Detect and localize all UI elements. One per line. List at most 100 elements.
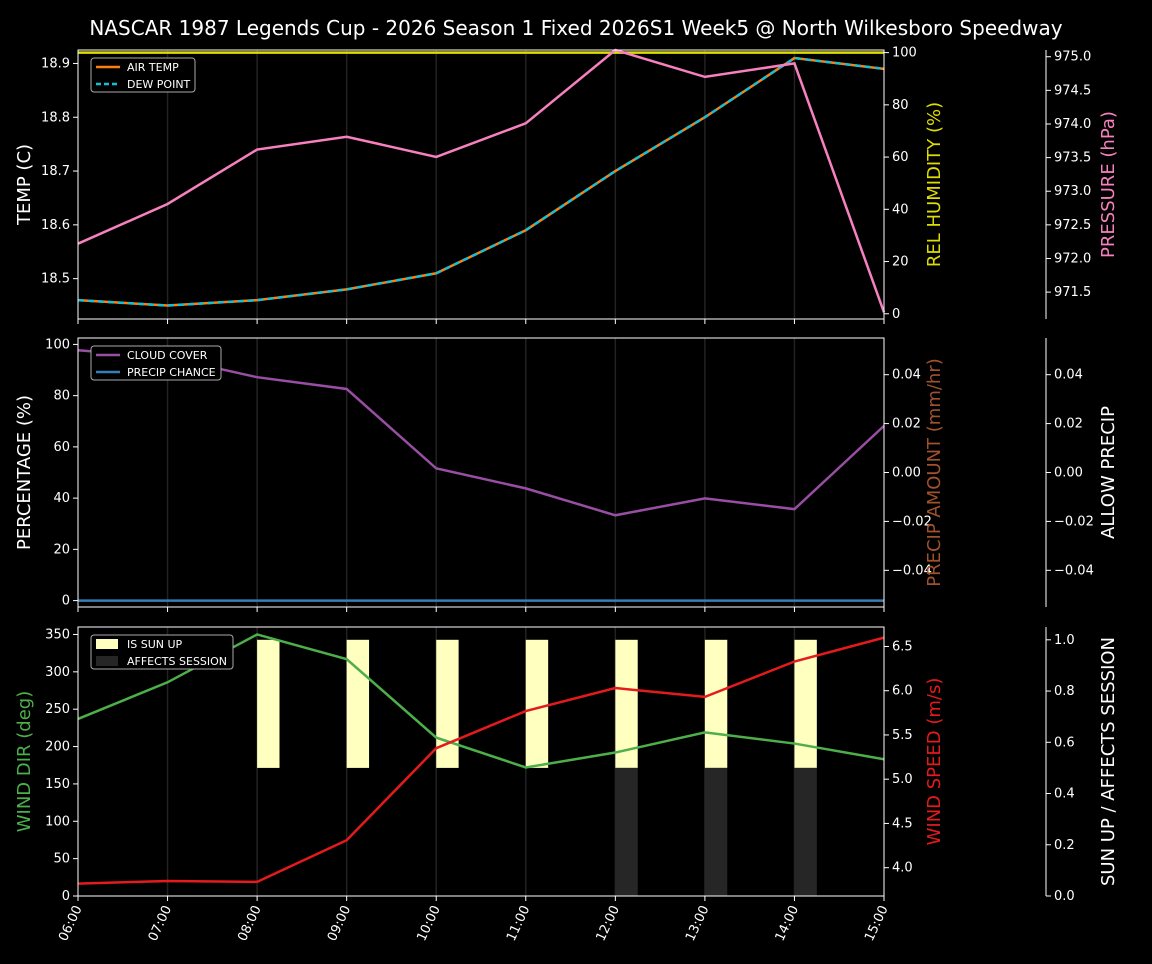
- sun-up-bar: [794, 639, 817, 768]
- tick-label: 1.0: [1054, 633, 1075, 648]
- tick-label: 60: [892, 150, 909, 165]
- tick-label: 0: [892, 307, 900, 322]
- sun-up-bar: [346, 639, 370, 768]
- tick-label: 150: [45, 777, 70, 792]
- tick-label: 972.5: [1054, 218, 1091, 233]
- tick-label: 20: [53, 542, 70, 557]
- series-line-dew-point: [77, 56, 885, 307]
- tick-label: 6.5: [892, 639, 913, 654]
- tick-label: 250: [45, 702, 70, 717]
- y-axis-label: PERCENTAGE (%): [14, 395, 35, 550]
- y-axis-label-right2: ALLOW PRECIP: [1098, 406, 1119, 539]
- tick-label: 4.0: [892, 861, 913, 876]
- plot-frame: [77, 626, 885, 897]
- legend-swatch: [96, 656, 118, 666]
- tick-label: −0.04: [892, 563, 932, 578]
- tick-label: 350: [45, 627, 70, 642]
- tick-label: 0: [62, 594, 70, 609]
- chart-title: NASCAR 1987 Legends Cup - 2026 Season 1 …: [89, 16, 1062, 40]
- tick-label: 6.0: [892, 684, 913, 699]
- tick-label: 0.00: [1054, 466, 1083, 481]
- series-line-right: [77, 636, 885, 885]
- x-tick-label: 11:00: [504, 903, 533, 943]
- x-tick-label: 06:00: [56, 903, 85, 943]
- legend-box: [90, 634, 234, 670]
- legend-box: [90, 345, 222, 381]
- panel-3: 0 50 100 150 200 250 300 350 4.0 4.5 5.0 5.5 6.0 6.5 0…: [14, 626, 1119, 944]
- tick-label: 0.0: [1054, 889, 1075, 904]
- legend-swatch: [96, 639, 118, 649]
- legend-label: PRECIP CHANCE: [127, 366, 216, 379]
- tick-label: 200: [45, 740, 70, 755]
- y-axis-label-right: REL HUMIDITY (%): [924, 102, 945, 267]
- tick-label: 100: [892, 46, 917, 61]
- x-tick-label: 13:00: [683, 903, 712, 943]
- affects-session-bar: [615, 767, 638, 896]
- sun-up-bar: [704, 639, 728, 768]
- tick-label: 60: [53, 440, 70, 455]
- panel-1: 18.5 18.6 18.7 18.8 18.9 0 20 40 60 80 100 971.5 972…: [14, 46, 1119, 324]
- y-axis-label-right2: SUN UP / AFFECTS SESSION: [1098, 637, 1119, 886]
- x-tick-label: 12:00: [594, 903, 623, 943]
- tick-label: 0.04: [1054, 368, 1083, 383]
- tick-label: 972.0: [1054, 251, 1091, 266]
- tick-label: 80: [53, 389, 70, 404]
- affects-session-bar: [794, 767, 817, 896]
- sun-up-bar: [436, 639, 459, 768]
- x-tick-label: 14:00: [773, 903, 802, 943]
- tick-label: 974.0: [1054, 117, 1091, 132]
- tick-label: 973.0: [1054, 184, 1091, 199]
- sun-up-bar: [615, 639, 638, 768]
- y-axis-label-right: PRECIP AMOUNT (mm/hr): [924, 358, 945, 587]
- tick-label: 80: [892, 98, 909, 113]
- y-axis-label: WIND DIR (deg): [14, 691, 35, 833]
- tick-label: 0.02: [1054, 417, 1083, 432]
- affects-session-bar: [704, 767, 728, 896]
- tick-label: 971.5: [1054, 285, 1091, 300]
- x-tick-label: 10:00: [414, 903, 443, 943]
- tick-label: 0.8: [1054, 684, 1075, 699]
- legend-label: IS SUN UP: [127, 638, 183, 651]
- series-line-right2: [77, 48, 886, 313]
- tick-label: 20: [892, 255, 909, 270]
- tick-label: 0.04: [892, 368, 921, 383]
- series-line-air-temp: [77, 56, 885, 307]
- tick-label: 0: [62, 889, 70, 904]
- y-axis-label-right: WIND SPEED (m/s): [924, 678, 945, 846]
- tick-label: 5.5: [892, 728, 913, 743]
- x-tick-label: 15:00: [862, 903, 891, 943]
- tick-label: −0.02: [892, 514, 932, 529]
- plot-frame: [77, 49, 885, 320]
- x-tick-label: 08:00: [235, 903, 264, 943]
- legend-label: CLOUD COVER: [127, 349, 208, 362]
- y-axis-label: TEMP (C): [14, 144, 35, 226]
- tick-label: 18.5: [41, 272, 70, 287]
- tick-label: 50: [53, 852, 70, 867]
- y-axis-label-right2: PRESSURE (hPa): [1098, 111, 1119, 258]
- tick-label: 100: [45, 337, 70, 352]
- tick-label: 0.4: [1054, 787, 1075, 802]
- tick-label: 18.7: [41, 164, 70, 179]
- tick-label: 18.9: [41, 56, 70, 71]
- tick-label: 40: [53, 491, 70, 506]
- tick-label: −0.02: [1054, 514, 1094, 529]
- tick-label: 0.2: [1054, 838, 1075, 853]
- tick-label: 5.0: [892, 772, 913, 787]
- legend-label: AFFECTS SESSION: [127, 655, 227, 668]
- tick-label: 18.8: [41, 110, 70, 125]
- tick-label: 974.5: [1054, 83, 1091, 98]
- tick-label: 0.02: [892, 417, 921, 432]
- tick-label: 100: [45, 814, 70, 829]
- sun-up-bar: [257, 639, 280, 768]
- x-tick-label: 07:00: [146, 903, 175, 943]
- tick-label: −0.04: [1054, 563, 1094, 578]
- x-tick-label: 09:00: [325, 903, 354, 943]
- sun-up-bar: [525, 639, 549, 768]
- tick-label: 0.6: [1054, 735, 1075, 750]
- legend-label: DEW POINT: [127, 78, 191, 91]
- tick-label: 300: [45, 665, 70, 680]
- tick-label: 40: [892, 202, 909, 217]
- legend-label: AIR TEMP: [127, 61, 179, 74]
- tick-label: 973.5: [1054, 151, 1091, 166]
